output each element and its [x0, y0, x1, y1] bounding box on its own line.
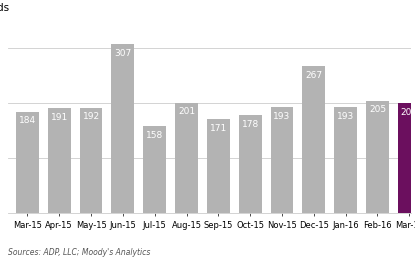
Bar	[303, 66, 325, 213]
Bar	[80, 108, 103, 213]
Bar	[207, 119, 230, 213]
Text: 171: 171	[210, 124, 227, 133]
Bar	[111, 44, 134, 213]
Text: ands: ands	[0, 3, 9, 13]
Text: 158: 158	[146, 131, 164, 140]
Bar	[143, 126, 166, 213]
Bar	[334, 107, 357, 213]
Text: 178: 178	[242, 120, 259, 129]
Text: 193: 193	[337, 112, 354, 120]
Bar	[16, 112, 39, 213]
Bar	[48, 108, 71, 213]
Text: 191: 191	[51, 113, 68, 122]
Bar	[239, 115, 261, 213]
Text: 184: 184	[19, 116, 36, 126]
Text: 307: 307	[114, 49, 132, 58]
Text: Sources: ADP, LLC; Moody's Analytics: Sources: ADP, LLC; Moody's Analytics	[8, 248, 151, 257]
Bar	[271, 107, 293, 213]
Text: 193: 193	[273, 112, 290, 120]
Text: 267: 267	[305, 71, 322, 80]
Text: 200: 200	[401, 108, 415, 117]
Bar	[175, 103, 198, 213]
Text: 205: 205	[369, 105, 386, 114]
Bar	[398, 103, 415, 213]
Text: 192: 192	[83, 112, 100, 121]
Text: 201: 201	[178, 107, 195, 116]
Bar	[366, 101, 389, 213]
